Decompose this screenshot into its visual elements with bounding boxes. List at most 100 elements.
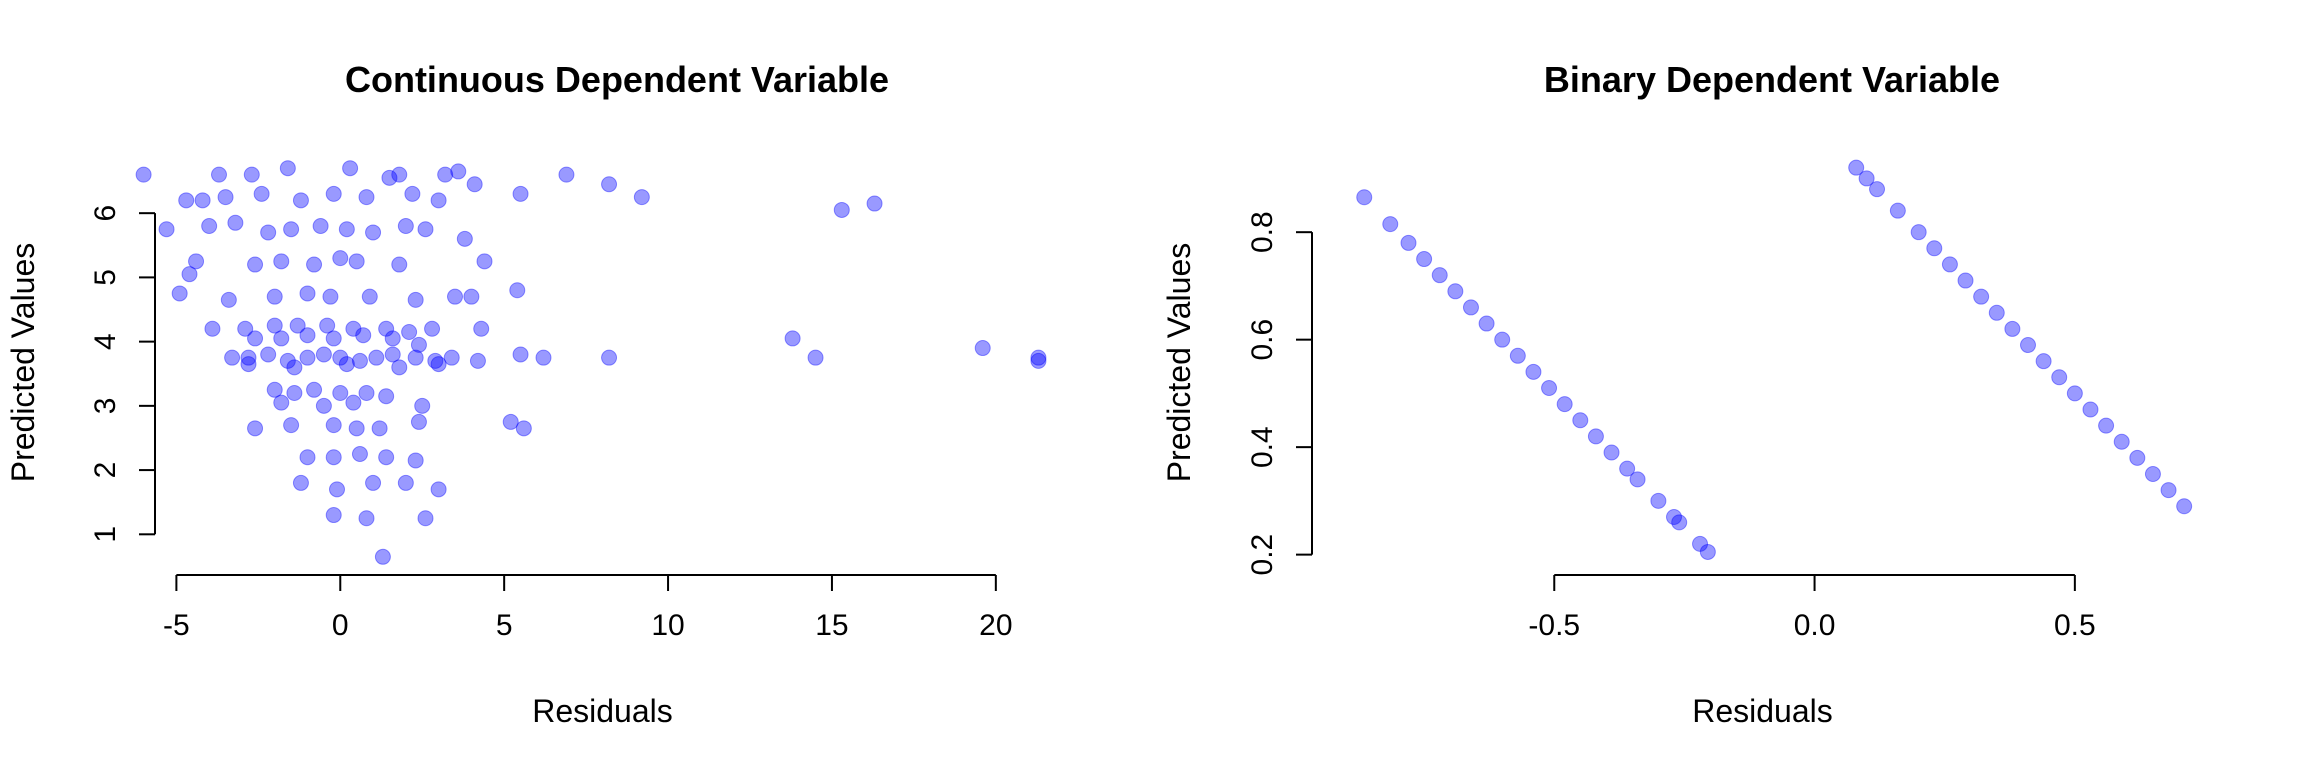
data-point (866, 195, 883, 212)
data-point (211, 166, 227, 183)
data-point (430, 192, 447, 209)
data-point (1699, 543, 1716, 560)
data-point (784, 330, 801, 347)
data-point (260, 346, 277, 363)
data-point (315, 346, 332, 363)
chart-title: Binary Dependent Variable (1544, 59, 2000, 100)
data-point (2144, 466, 2161, 483)
y-tick-label: 0.8 (1246, 211, 1279, 253)
data-point (437, 166, 454, 183)
data-point (401, 323, 418, 340)
data-point (407, 349, 424, 366)
data-point (224, 349, 241, 366)
data-point (299, 449, 316, 466)
data-point (312, 218, 329, 235)
data-point (447, 288, 463, 305)
data-point (342, 160, 359, 177)
data-point (2129, 449, 2146, 466)
data-point (466, 176, 483, 193)
data-point (384, 330, 401, 347)
data-point (194, 192, 211, 209)
data-point (253, 185, 270, 202)
data-point (2035, 353, 2052, 370)
data-point (378, 449, 395, 466)
data-point (247, 330, 264, 347)
data-point (1858, 170, 1875, 187)
data-point (286, 359, 303, 376)
data-point (391, 166, 408, 183)
data-point (306, 256, 323, 273)
data-point (358, 510, 375, 527)
data-point (1447, 283, 1464, 300)
x-tick-label: 15 (815, 609, 848, 642)
data-point (204, 320, 221, 337)
data-point (407, 291, 424, 308)
data-point (365, 224, 382, 241)
data-point (299, 349, 316, 366)
data-point (1356, 189, 1373, 206)
data-point (1941, 256, 1958, 273)
data-point (289, 317, 306, 334)
data-point (237, 320, 254, 337)
data-point (807, 349, 824, 366)
data-point (279, 160, 296, 177)
data-point (384, 346, 401, 363)
x-axis-label: Residuals (1692, 693, 1833, 729)
y-tick-label: 0.4 (1246, 426, 1279, 468)
data-point (1926, 240, 1943, 257)
data-point (279, 352, 296, 369)
data-point (273, 253, 290, 270)
data-point (502, 413, 519, 430)
y-tick-label: 6 (89, 205, 122, 222)
data-point (443, 349, 460, 366)
data-point (1650, 492, 1667, 509)
data-point (171, 285, 188, 302)
data-point (1957, 272, 1974, 289)
data-point (325, 507, 342, 524)
data-point (1030, 349, 1047, 366)
data-point (378, 388, 395, 405)
data-point (381, 169, 398, 186)
data-point (1973, 288, 1990, 305)
data-point (414, 397, 431, 414)
y-tick-label: 2 (89, 462, 122, 479)
data-point (410, 413, 427, 430)
data-point (1988, 304, 2005, 321)
data-point (2176, 498, 2193, 515)
data-point (329, 481, 345, 498)
data-point (1666, 509, 1682, 526)
data-point (355, 327, 372, 344)
data-point (378, 320, 395, 337)
data-point (1541, 380, 1558, 397)
data-point (1889, 202, 1906, 219)
data-point (345, 394, 362, 411)
data-point (243, 166, 260, 183)
y-tick-label: 3 (89, 398, 122, 415)
data-point (1478, 315, 1495, 332)
panel-binary: Binary Dependent Variable -0.5 0.0 0.5 Resid… (1161, 59, 2193, 729)
data-point (1431, 267, 1448, 284)
data-point (217, 189, 234, 206)
data-point (201, 218, 218, 235)
data-point (2160, 482, 2177, 499)
data-point (469, 352, 486, 369)
data-point (319, 317, 336, 334)
data-point (273, 394, 290, 411)
data-point (601, 349, 618, 366)
data-point (247, 256, 264, 273)
data-point (410, 336, 427, 353)
data-point (240, 349, 257, 366)
data-point (601, 176, 618, 193)
data-point (430, 481, 447, 498)
data-point (247, 420, 264, 437)
data-point (407, 452, 424, 469)
data-point (974, 340, 991, 357)
data-point (417, 221, 434, 238)
data-point (158, 221, 175, 238)
data-point (358, 189, 375, 206)
data-point (2082, 401, 2099, 418)
data-point (266, 381, 283, 398)
data-point (509, 282, 526, 299)
data-point (325, 449, 342, 466)
data-point (1462, 299, 1479, 316)
